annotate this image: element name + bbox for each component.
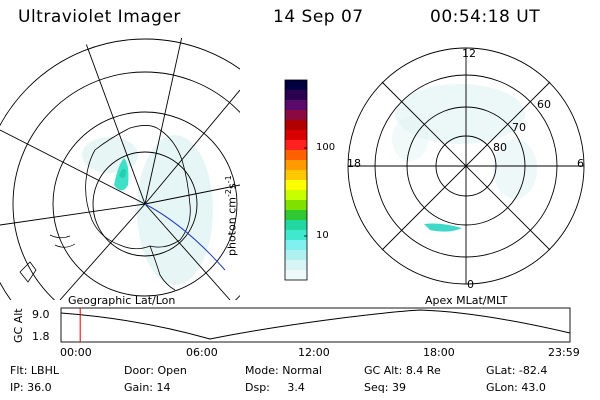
colorbar-segment	[285, 210, 307, 221]
colorbar-segment	[285, 230, 307, 241]
colorbar-segment	[285, 90, 307, 101]
mode-field: Mode: Normal	[245, 364, 322, 377]
colorbar-segment	[285, 150, 307, 161]
gc-alt-field: GC Alt: 8.4 Re	[364, 364, 441, 377]
peninsula	[149, 245, 176, 291]
dsp-field: Dsp: 3.4	[245, 381, 305, 394]
timeline-y-label: GC Alt	[12, 308, 25, 343]
mlat-label-70: 70	[512, 121, 526, 134]
mlat-label-80: 80	[493, 141, 507, 154]
colorbar-tick-10: 10	[316, 230, 329, 241]
color-scale	[284, 79, 308, 281]
colorbar-unit-label: photon cm-2s-1	[224, 175, 239, 256]
colorbar-segment	[285, 160, 307, 171]
altitude-timeline	[60, 307, 571, 343]
time-tick-2359: 23:59	[548, 346, 580, 359]
latitude-circles	[0, 38, 240, 300]
colorbar-tick-100: 100	[316, 142, 336, 153]
mlt-label-12: 12	[462, 47, 476, 60]
ip-field: IP: 36.0	[10, 381, 52, 394]
filter-field: Flt: LBHL	[10, 364, 59, 377]
coast-fragment	[49, 234, 76, 248]
date-label: 14 Sep 07	[273, 7, 364, 27]
mlt-lines	[348, 48, 584, 284]
colorbar-strip	[285, 80, 307, 281]
mlt-label-0: 0	[467, 278, 474, 291]
geographic-caption: Geographic Lat/Lon	[68, 294, 176, 307]
colorbar-segment	[285, 120, 307, 131]
instrument-title: Ultraviolet Imager	[18, 7, 181, 27]
meridian-lines	[0, 34, 240, 300]
colorbar-segment	[285, 140, 307, 151]
time-tick-1800: 18:00	[423, 346, 455, 359]
timeline-y-tick-low: 1.8	[32, 330, 50, 343]
altitude-curve	[60, 309, 571, 340]
coastline	[85, 125, 191, 250]
mlat-label-60: 60	[537, 98, 551, 111]
aurora-arc	[424, 223, 462, 232]
colorbar-segment	[285, 200, 307, 211]
colorbar-segment	[285, 250, 307, 261]
apex-caption: Apex MLat/MLT	[425, 294, 508, 307]
time-label: 00:54:18 UT	[430, 7, 541, 27]
colorbar-segment	[285, 270, 307, 281]
geographic-map	[0, 34, 240, 300]
orbit-track	[144, 203, 226, 271]
colorbar-segment	[285, 240, 307, 251]
aurora-core	[119, 168, 126, 178]
aurora-oval-haze	[392, 84, 537, 199]
colorbar-segment	[285, 190, 307, 201]
mlt-label-6: 6	[577, 157, 584, 170]
time-tick-0600: 06:00	[186, 346, 218, 359]
colorbar-segment	[285, 220, 307, 231]
colorbar-segment	[285, 180, 307, 191]
colorbar-segment	[285, 130, 307, 141]
apex-polar-plot	[347, 47, 585, 285]
door-field: Door: Open	[124, 364, 187, 377]
colorbar-segment	[285, 80, 307, 91]
colorbar-segment	[285, 100, 307, 111]
glat-field: GLat: -82.4	[486, 364, 548, 377]
glon-field: GLon: 43.0	[486, 381, 546, 394]
timeline-y-tick-high: 9.0	[32, 308, 50, 321]
time-tick-0000: 00:00	[60, 346, 92, 359]
seq-field: Seq: 39	[364, 381, 406, 394]
time-tick-1200: 12:00	[298, 346, 330, 359]
timeline-frame	[60, 307, 571, 343]
colorbar-segment	[285, 260, 307, 271]
coast-island	[19, 261, 37, 283]
gain-field: Gain: 14	[124, 381, 171, 394]
colorbar-segment	[285, 170, 307, 181]
mlt-label-18: 18	[347, 157, 361, 170]
colorbar-segment	[285, 110, 307, 121]
